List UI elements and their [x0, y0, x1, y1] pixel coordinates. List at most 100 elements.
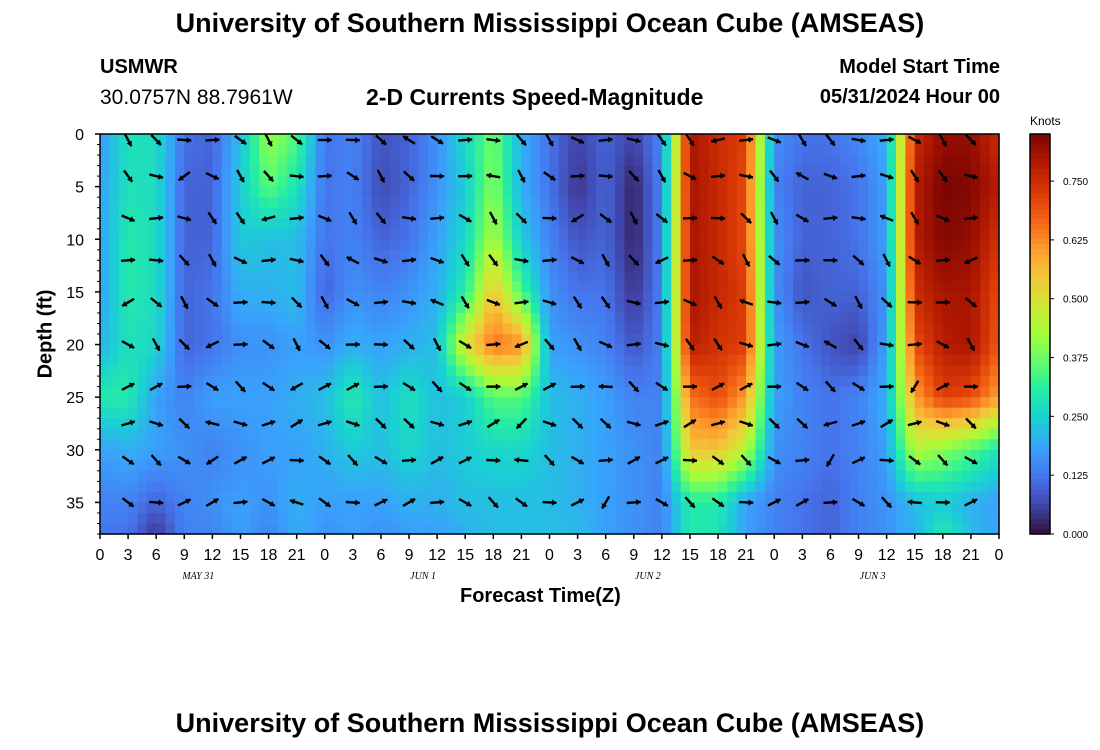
- current-arrow: [598, 383, 613, 390]
- heatmap-cell: [568, 460, 579, 472]
- heatmap-cell: [437, 460, 448, 472]
- heatmap-cell: [165, 418, 176, 430]
- heatmap-cell: [530, 460, 541, 472]
- heatmap-cell: [493, 323, 504, 335]
- heatmap-cell: [774, 512, 785, 525]
- heatmap-cell: [867, 512, 878, 525]
- heatmap-cell: [671, 302, 682, 314]
- heatmap-cell: [980, 376, 991, 388]
- heatmap-cell: [746, 523, 757, 535]
- heatmap-cell: [980, 228, 991, 240]
- heatmap-cell: [774, 334, 785, 346]
- heatmap-cell: [680, 281, 691, 293]
- heatmap-cell: [708, 218, 719, 230]
- heatmap-cell: [821, 302, 832, 314]
- heatmap-cell: [821, 323, 832, 335]
- heatmap-cell: [952, 386, 963, 398]
- current-arrow: [854, 295, 863, 310]
- heatmap-cell: [465, 449, 476, 461]
- heatmap-cell: [137, 260, 148, 272]
- heatmap-cell: [512, 218, 522, 230]
- heatmap-cell: [671, 144, 682, 156]
- x-tick-label: 15: [906, 547, 924, 564]
- heatmap-cell: [605, 228, 616, 240]
- heatmap-cell: [914, 344, 925, 356]
- heatmap-cell: [811, 302, 822, 314]
- heatmap-cell: [409, 470, 419, 482]
- heatmap-cell: [568, 260, 579, 272]
- heatmap-cell: [380, 239, 391, 251]
- heatmap-cell: [980, 312, 991, 325]
- heatmap-cell: [727, 291, 738, 304]
- heatmap-cell: [680, 439, 691, 451]
- heatmap-cell: [970, 197, 981, 209]
- heatmap-cell: [418, 197, 429, 209]
- heatmap-cell: [961, 228, 972, 240]
- current-arrow: [739, 382, 753, 391]
- heatmap-cell: [109, 239, 120, 251]
- heatmap-cell: [165, 481, 176, 493]
- heatmap-cell: [474, 186, 485, 198]
- colorbar-segment: [1030, 154, 1050, 160]
- heatmap-cell: [521, 270, 532, 282]
- heatmap-cell: [558, 365, 569, 377]
- heatmap-cell: [334, 418, 345, 430]
- heatmap-cell: [605, 239, 616, 251]
- heatmap-cell: [605, 207, 616, 219]
- current-arrow: [964, 256, 978, 265]
- current-arrow: [739, 420, 754, 428]
- heatmap-cell: [343, 155, 354, 167]
- heatmap-cell: [380, 481, 391, 493]
- heatmap-cell: [512, 165, 522, 177]
- heatmap-cell: [109, 291, 120, 304]
- heatmap-cell: [165, 449, 176, 461]
- heatmap-cell: [970, 523, 981, 535]
- heatmap-cell: [465, 460, 476, 472]
- heatmap-cell: [774, 502, 785, 514]
- heatmap-cell: [231, 355, 242, 367]
- heatmap-cell: [615, 260, 626, 272]
- heatmap-cell: [277, 418, 288, 430]
- heatmap-cell: [334, 312, 345, 325]
- heatmap-cell: [146, 228, 157, 240]
- heatmap-cell: [437, 144, 448, 156]
- heatmap-cell: [886, 376, 897, 388]
- heatmap-cell: [521, 428, 532, 440]
- heatmap-cell: [886, 355, 897, 367]
- heatmap-cell: [156, 334, 167, 346]
- heatmap-cell: [343, 207, 354, 219]
- heatmap-cell: [615, 165, 626, 177]
- heatmap-cell: [558, 144, 569, 156]
- heatmap-cell: [165, 386, 176, 398]
- heatmap-cell: [989, 228, 1000, 240]
- current-arrow: [234, 134, 247, 146]
- heatmap-cell: [792, 355, 803, 367]
- heatmap-cell: [268, 355, 279, 367]
- heatmap-cell: [764, 491, 775, 504]
- heatmap-cell: [586, 155, 597, 167]
- heatmap-cell: [409, 523, 419, 535]
- heatmap-cell: [287, 439, 298, 451]
- heatmap-cell: [100, 418, 110, 430]
- heatmap-cell: [895, 239, 906, 251]
- heatmap-cell: [390, 186, 401, 198]
- heatmap-cell: [924, 312, 935, 325]
- heatmap-cell: [371, 376, 382, 388]
- heatmap-cell: [942, 302, 953, 314]
- heatmap-cell: [437, 176, 448, 188]
- heatmap-cell: [615, 218, 626, 230]
- heatmap-cell: [802, 491, 813, 504]
- heatmap-cell: [221, 197, 232, 209]
- heatmap-cell: [109, 144, 120, 156]
- current-arrow: [430, 214, 445, 222]
- heatmap-cell: [839, 134, 850, 146]
- heatmap-cell: [867, 281, 878, 293]
- heatmap-cell: [624, 481, 635, 493]
- heatmap-cell: [643, 165, 654, 177]
- heatmap-cell: [727, 386, 738, 398]
- heatmap-cell: [821, 155, 832, 167]
- heatmap-cell: [109, 512, 120, 525]
- heatmap-cell: [558, 397, 569, 409]
- heatmap-cell: [212, 386, 223, 398]
- heatmap-cell: [905, 439, 916, 451]
